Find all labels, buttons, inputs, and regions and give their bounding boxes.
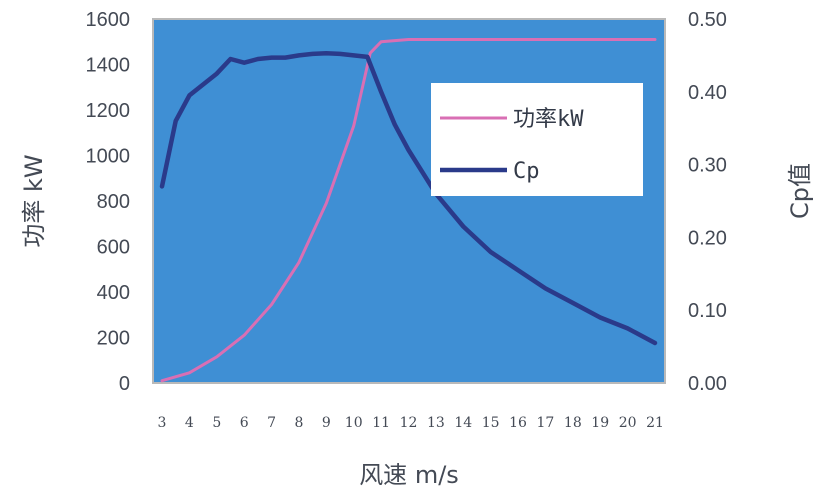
x-tick-label: 11 [372, 415, 390, 431]
right-tick-label: 0.40 [688, 82, 727, 104]
x-tick-label: 13 [427, 415, 445, 431]
y-axis-label-right: Cp值 [786, 163, 814, 219]
right-tick-label: 0.10 [688, 300, 727, 322]
left-tick-label: 200 [97, 328, 130, 350]
right-axis-ticks: 0.00 0.10 0.20 0.30 0.40 0.50 [688, 9, 727, 395]
right-tick-label: 0.30 [688, 155, 727, 177]
x-tick-label: 17 [537, 415, 555, 431]
legend: 功率kW Cp [431, 83, 643, 196]
x-tick-label: 21 [646, 415, 664, 431]
right-tick-label: 0.50 [688, 9, 727, 31]
x-tick-label: 20 [619, 415, 637, 431]
left-tick-label: 1000 [86, 146, 131, 168]
legend-entry-label: 功率kW [513, 107, 584, 132]
left-tick-label: 1200 [86, 100, 131, 122]
right-tick-label: 0.00 [688, 373, 727, 395]
x-axis-ticks: 3 4 5 6 7 8 9 10 11 12 13 14 15 16 17 18 19 20 21 [158, 415, 664, 431]
x-tick-label: 18 [564, 415, 582, 431]
x-tick-label: 3 [158, 415, 167, 431]
series-line-cp [159, 50, 658, 346]
x-axis-label: 风速 m/s [359, 461, 459, 489]
left-tick-label: 600 [97, 237, 130, 259]
left-tick-label: 1600 [86, 9, 131, 31]
x-tick-label: 15 [482, 415, 500, 431]
x-tick-label: 5 [212, 415, 221, 431]
left-tick-label: 0 [119, 373, 130, 395]
x-tick-label: 8 [294, 415, 303, 431]
x-tick-label: 12 [400, 415, 418, 431]
legend-entry-label: Cp [513, 159, 540, 184]
x-tick-label: 19 [591, 415, 609, 431]
x-tick-label: 9 [322, 415, 331, 431]
left-tick-label: 800 [97, 191, 130, 213]
x-tick-label: 16 [509, 415, 527, 431]
plot-area [152, 18, 666, 384]
x-tick-label: 7 [267, 415, 276, 431]
left-tick-label: 1400 [86, 55, 131, 77]
x-tick-label: 14 [454, 415, 472, 431]
legend-box [431, 83, 643, 196]
left-axis-ticks: 0 200 400 600 800 1000 1200 1400 1600 [86, 9, 131, 395]
series-layer [159, 38, 658, 383]
x-tick-label: 4 [185, 415, 194, 431]
x-tick-label: 6 [240, 415, 249, 431]
y-axis-label-left: 功率 kW [20, 154, 48, 247]
right-tick-label: 0.20 [688, 227, 727, 249]
series-line-power [160, 38, 657, 383]
x-tick-label: 10 [345, 415, 363, 431]
left-tick-label: 400 [97, 282, 130, 304]
